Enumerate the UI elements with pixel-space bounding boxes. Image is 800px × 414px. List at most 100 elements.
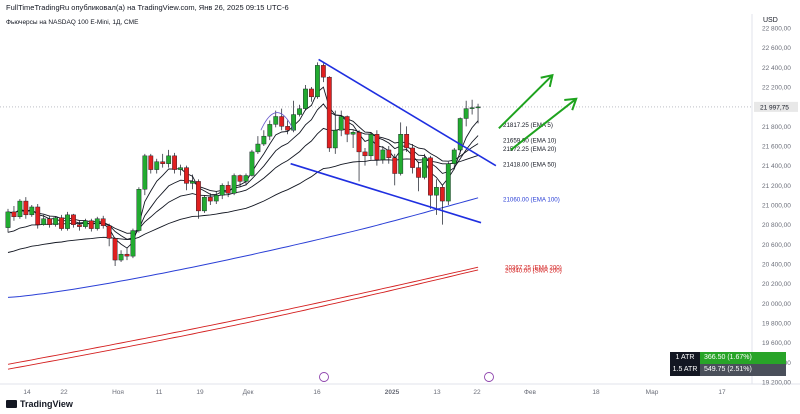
x-tick-label: 22 [473, 389, 481, 396]
candle-body [439, 187, 445, 202]
candle-body [368, 133, 374, 157]
candle-body [148, 155, 154, 170]
projection-arrow-2-head [564, 97, 578, 111]
candle-body [279, 116, 285, 127]
series-value-label: 21060.00 (EMA 100) [503, 197, 560, 204]
y-tick-label: 20 600,00 [762, 242, 791, 249]
currency-label: USD [763, 17, 778, 24]
candle-body [118, 253, 124, 261]
y-tick-label: 22 600,00 [762, 45, 791, 52]
x-tick-label: 11 [156, 389, 163, 396]
drawings: 21817.25 (EMA 5) 21659.00 (EMA 10)21572.2… [260, 58, 578, 274]
candle-body [380, 149, 386, 160]
grid [0, 14, 800, 385]
y-tick-label: 19 600,00 [762, 340, 791, 347]
candle-body [5, 211, 11, 228]
y-tick-label: 19 200,00 [762, 380, 791, 387]
tradingview-logo-icon [6, 400, 17, 408]
candle-body [53, 217, 59, 225]
candle-body [94, 218, 100, 229]
candle-body [410, 147, 415, 168]
candle-body [362, 151, 368, 157]
candle-body [190, 181, 195, 184]
series-value-label: 21418.00 (EMA 50) [503, 161, 556, 168]
candle-body [475, 106, 481, 109]
candle-body [71, 214, 76, 225]
event-marker-icon [484, 372, 494, 382]
projection-arrow-1-head [540, 73, 554, 88]
series-value-label: 20367.25 (EMA 200) [505, 265, 562, 272]
candle-body [76, 224, 82, 227]
candle-body [231, 175, 237, 194]
x-tick-label: 22 [60, 389, 68, 396]
candle-body [100, 218, 106, 226]
candle-body [315, 65, 320, 98]
moving-averages [7, 86, 479, 370]
candle-body [434, 187, 439, 196]
candle-body [124, 253, 130, 257]
projection-arrow-2 [510, 98, 577, 151]
arc-drawing [260, 112, 294, 131]
candle-body [160, 161, 166, 164]
y-tick-label: 20 000,00 [762, 301, 791, 308]
symbol-line[interactable]: Фьючерсы на NASDAQ 100 E-Mini, 1Д, CME [6, 19, 139, 26]
candle-body [255, 143, 261, 153]
candle-body [41, 218, 47, 225]
candle-body [237, 175, 243, 182]
ema-50-line [7, 154, 479, 253]
candle-body [350, 132, 356, 135]
candle-body [82, 220, 88, 227]
candle-body [213, 194, 219, 202]
candle-body [261, 135, 267, 145]
ema-10-line [7, 103, 479, 240]
y-tick-label: 22 800,00 [762, 26, 791, 33]
atr-panel: 1 ATR 366.50 (1.67%) 1.5 ATR 549.75 (2.5… [670, 352, 786, 376]
x-tick-label: Дек [243, 389, 254, 396]
series-value-label: 20340.00 (SMA 200) [505, 267, 562, 274]
x-tick-label: 14 [23, 389, 31, 396]
projection-arrow-1 [498, 74, 554, 130]
candle-body [11, 211, 17, 217]
atr-label-1: 1 ATR [670, 352, 700, 364]
atr-value-2: 549.75 (2.51%) [700, 364, 786, 376]
candle-body [463, 108, 469, 119]
candle-body [422, 157, 427, 178]
y-tick-label: 22 400,00 [762, 65, 791, 72]
candle-body [469, 107, 475, 109]
candle-body [201, 196, 207, 212]
x-tick-label: Фев [524, 389, 537, 396]
y-tick-label: 21 400,00 [762, 163, 791, 170]
candle-body [344, 116, 350, 135]
candle-body [386, 149, 392, 159]
candle-body [338, 116, 344, 131]
candle-body [392, 157, 398, 174]
candle-body [326, 76, 332, 149]
candle-body [303, 88, 308, 109]
x-tick-label: 19 [196, 389, 204, 396]
y-tick-label: 21 000,00 [762, 203, 791, 210]
candle-body [112, 238, 118, 261]
trendline-lower [290, 162, 482, 224]
candle-body [457, 118, 463, 151]
brand-label: TradingView [20, 399, 73, 409]
series-value-label: 21572.25 (EMA 20) [503, 146, 556, 153]
footer-brand[interactable]: TradingView [6, 399, 73, 409]
candle-body [297, 108, 302, 115]
candle-body [356, 132, 362, 153]
candle-body [416, 167, 421, 178]
candle-body [207, 196, 213, 202]
candle-body [445, 163, 451, 202]
candle-body [273, 116, 279, 125]
candle-body [267, 124, 273, 137]
event-marker-icon [319, 372, 329, 382]
candle-body [35, 206, 41, 225]
candle-body [285, 126, 291, 131]
author-line: FullTimeTradingRu опубликовал(а) на Trad… [6, 3, 289, 12]
candle-body [88, 220, 94, 229]
atr-value-1: 366.50 (1.67%) [700, 352, 786, 364]
candle-body [404, 133, 410, 149]
candle-body [29, 206, 35, 216]
candle-body [320, 65, 326, 78]
